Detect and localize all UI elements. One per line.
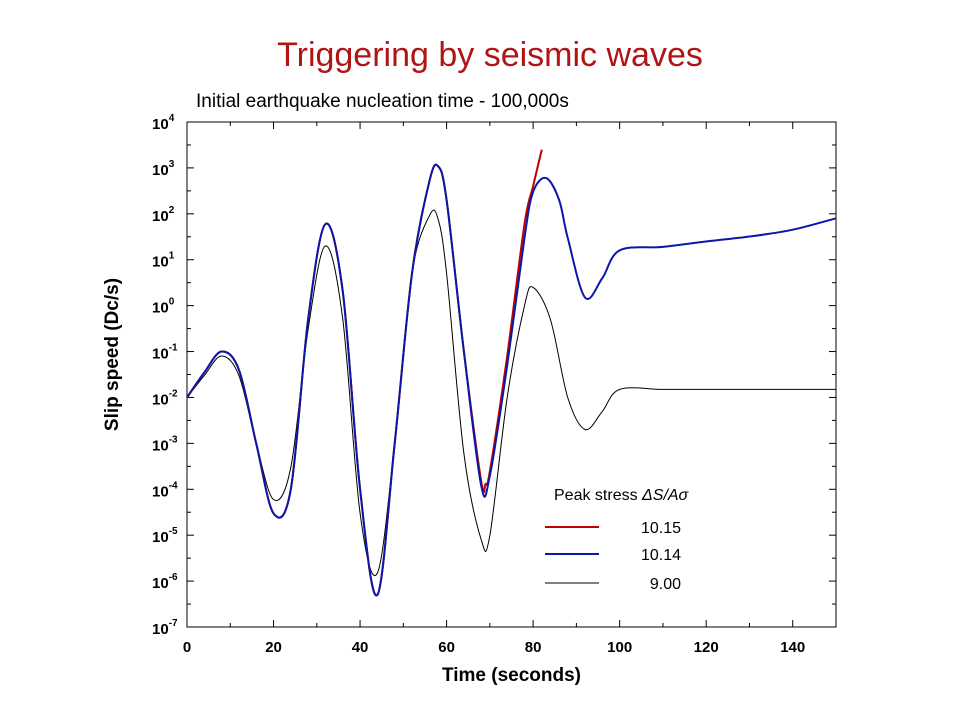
series-line-10-14 xyxy=(186,163,837,597)
x-tick-label: 0 xyxy=(183,639,191,656)
y-tick-exponent: -4 xyxy=(169,480,178,491)
y-tick-exponent: 0 xyxy=(169,297,175,308)
slide-title: Triggering by seismic waves xyxy=(277,36,703,74)
y-tick-base: 10 xyxy=(152,483,169,500)
y-tick-base: 10 xyxy=(152,300,169,317)
legend-label: 10.15 xyxy=(641,520,681,537)
legend-title-prefix: Peak stress xyxy=(554,487,642,504)
y-tick-base: 10 xyxy=(152,208,169,225)
y-tick-base: 10 xyxy=(152,391,169,408)
y-tick-base: 10 xyxy=(152,575,169,592)
y-tick-label: 10-4 xyxy=(152,480,178,500)
y-tick-exponent: 3 xyxy=(169,159,175,170)
x-tick-label: 60 xyxy=(438,639,455,656)
y-tick-label: 10-6 xyxy=(152,572,178,592)
x-tick-label: 20 xyxy=(265,639,282,656)
axis-ticks xyxy=(186,121,837,628)
y-tick-exponent: 4 xyxy=(169,113,175,124)
y-tick-exponent: -2 xyxy=(169,388,178,399)
y-tick-base: 10 xyxy=(152,254,169,271)
legend-label: 10.14 xyxy=(641,547,681,564)
x-tick-label: 140 xyxy=(780,639,805,656)
legend-label: 9.00 xyxy=(650,576,681,593)
y-tick-label: 10-7 xyxy=(152,618,178,638)
y-tick-label: 10-2 xyxy=(152,388,178,408)
y-tick-labels: 10-710-610-510-410-310-210-1100101102103… xyxy=(152,113,178,638)
y-tick-exponent: -1 xyxy=(169,343,178,354)
x-tick-label: 100 xyxy=(607,639,632,656)
y-tick-exponent: -3 xyxy=(169,434,178,445)
x-tick-label: 120 xyxy=(694,639,719,656)
y-tick-label: 100 xyxy=(152,297,175,317)
y-tick-exponent: -5 xyxy=(169,526,178,537)
y-tick-base: 10 xyxy=(152,621,169,638)
y-tick-exponent: 1 xyxy=(169,251,175,262)
y-tick-exponent: -7 xyxy=(169,618,178,629)
legend-title-symbol: ΔS/Aσ xyxy=(641,487,690,504)
y-tick-exponent: -6 xyxy=(169,572,178,583)
y-tick-label: 10-5 xyxy=(152,526,178,546)
series-line-9-00 xyxy=(186,209,836,576)
legend: Peak stress ΔS/Aσ 10.15 10.14 9.00 xyxy=(545,487,690,593)
legend-title: Peak stress ΔS/Aσ xyxy=(554,487,690,504)
x-tick-labels: 0 20 40 60 80 100 120 140 xyxy=(183,639,805,656)
y-tick-base: 10 xyxy=(152,162,169,179)
y-tick-base: 10 xyxy=(152,116,169,133)
y-tick-label: 10-3 xyxy=(152,434,178,454)
series-lines xyxy=(186,149,837,597)
x-axis-title: Time (seconds) xyxy=(442,665,581,686)
y-tick-label: 10-1 xyxy=(152,343,178,363)
x-tick-label: 80 xyxy=(525,639,542,656)
y-tick-base: 10 xyxy=(152,437,169,454)
y-tick-label: 104 xyxy=(152,113,175,133)
y-tick-base: 10 xyxy=(152,346,169,363)
chart-subtitle: Initial earthquake nucleation time - 100… xyxy=(196,91,569,112)
y-tick-label: 103 xyxy=(152,159,175,179)
x-tick-label: 40 xyxy=(352,639,369,656)
y-tick-label: 102 xyxy=(152,205,175,225)
y-axis-title: Slip speed (Dc/s) xyxy=(102,278,123,431)
plot-frame xyxy=(186,121,837,628)
plot-frame-rect xyxy=(186,121,837,628)
y-tick-base: 10 xyxy=(152,529,169,546)
y-tick-label: 101 xyxy=(152,251,175,271)
y-tick-exponent: 2 xyxy=(169,205,175,216)
